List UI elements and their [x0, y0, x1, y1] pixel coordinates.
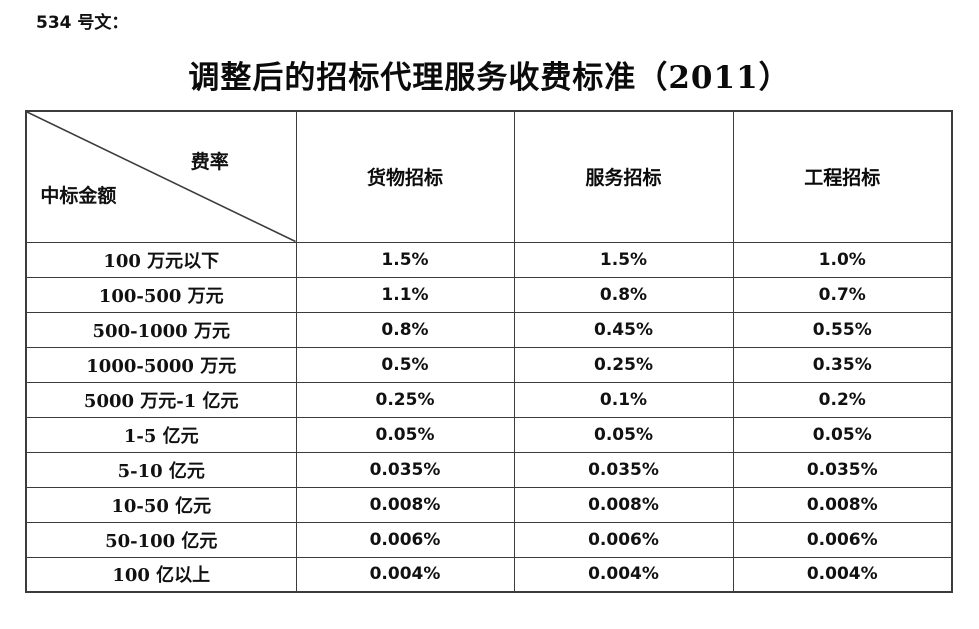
rate-cell: 1.0%	[732, 241, 953, 278]
table-row: 1000-5000 万元 0.5% 0.25% 0.35%	[25, 346, 953, 383]
table-row: 100 万元以下 1.5% 1.5% 1.0%	[25, 241, 953, 278]
table-row: 10-50 亿元 0.008% 0.008% 0.008%	[25, 486, 953, 523]
rate-cell: 0.006%	[513, 521, 734, 558]
table-row: 50-100 亿元 0.006% 0.006% 0.006%	[25, 521, 953, 558]
rate-cell: 1.1%	[295, 276, 515, 313]
rate-cell: 0.006%	[295, 521, 515, 558]
rate-cell: 0.008%	[513, 486, 734, 523]
table-row: 1-5 亿元 0.05% 0.05% 0.05%	[25, 416, 953, 453]
corner-label-rate: 费率	[190, 150, 229, 173]
table-row: 500-1000 万元 0.8% 0.45% 0.55%	[25, 311, 953, 348]
rate-cell: 0.006%	[732, 521, 953, 558]
column-header-goods-bidding: 货物招标	[295, 110, 515, 243]
diagonal-header-cell: 费率 中标金额	[25, 110, 297, 243]
rate-cell: 0.035%	[295, 451, 515, 488]
rate-cell: 0.8%	[295, 311, 515, 348]
row-label: 1-5 亿元	[25, 416, 297, 453]
column-header-engineering-bidding: 工程招标	[732, 110, 953, 243]
rate-cell: 0.55%	[732, 311, 953, 348]
rate-cell: 0.25%	[295, 381, 515, 418]
row-label: 10-50 亿元	[25, 486, 297, 523]
rate-cell: 0.05%	[732, 416, 953, 453]
row-label: 5-10 亿元	[25, 451, 297, 488]
rate-cell: 1.5%	[513, 241, 734, 278]
rate-cell: 0.7%	[732, 276, 953, 313]
rate-cell: 0.5%	[295, 346, 515, 383]
rate-cell: 0.8%	[513, 276, 734, 313]
doc-ref: 534 号文：	[36, 13, 129, 33]
rate-cell: 0.004%	[732, 556, 953, 593]
page-title: 调整后的招标代理服务收费标准（2011）	[188, 60, 791, 96]
diagonal-line	[27, 112, 296, 242]
rate-cell: 0.004%	[295, 556, 515, 593]
rate-cell: 0.004%	[513, 556, 734, 593]
fee-table: 费率 中标金额 货物招标 服务招标 工程招标 100 万元以下 1.5% 1.5…	[25, 110, 953, 593]
row-label: 500-1000 万元	[25, 311, 297, 348]
row-label: 50-100 亿元	[25, 521, 297, 558]
table-row: 100-500 万元 1.1% 0.8% 0.7%	[25, 276, 953, 313]
row-label: 5000 万元-1 亿元	[25, 381, 297, 418]
rate-cell: 0.35%	[732, 346, 953, 383]
table-row: 5000 万元-1 亿元 0.25% 0.1% 0.2%	[25, 381, 953, 418]
rate-cell: 0.035%	[513, 451, 734, 488]
row-label: 1000-5000 万元	[25, 346, 297, 383]
rate-cell: 0.05%	[295, 416, 515, 453]
table-row: 100 亿以上 0.004% 0.004% 0.004%	[25, 556, 953, 593]
rate-cell: 0.008%	[295, 486, 515, 523]
rate-cell: 0.45%	[513, 311, 734, 348]
header-row: 费率 中标金额 货物招标 服务招标 工程招标	[25, 110, 953, 243]
rate-cell: 0.2%	[732, 381, 953, 418]
row-label: 100 亿以上	[25, 556, 297, 593]
rate-cell: 0.05%	[513, 416, 734, 453]
table-row: 5-10 亿元 0.035% 0.035% 0.035%	[25, 451, 953, 488]
rate-cell: 0.25%	[513, 346, 734, 383]
rate-cell: 0.035%	[732, 451, 953, 488]
row-label: 100-500 万元	[25, 276, 297, 313]
rate-cell: 0.008%	[732, 486, 953, 523]
rate-cell: 1.5%	[295, 241, 515, 278]
rate-cell: 0.1%	[513, 381, 734, 418]
column-header-service-bidding: 服务招标	[513, 110, 734, 243]
row-label: 100 万元以下	[25, 241, 297, 278]
corner-label-bid-amount: 中标金额	[40, 184, 117, 207]
